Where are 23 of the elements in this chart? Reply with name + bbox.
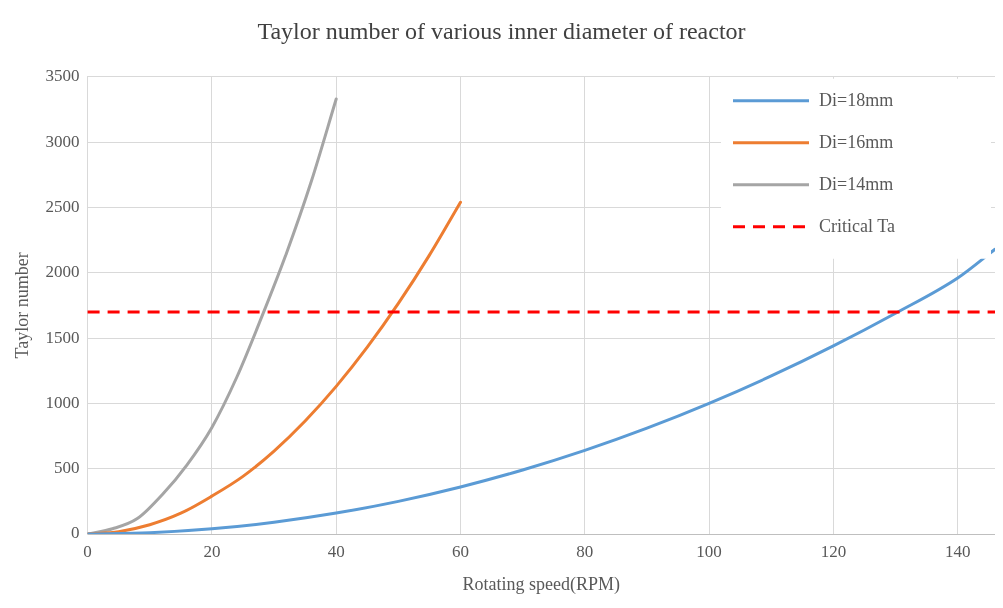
y-tick-label: 500 <box>54 458 80 478</box>
y-tick-label: 3500 <box>45 66 80 86</box>
x-tick-label: 40 <box>327 541 345 561</box>
y-tick-label: 0 <box>71 523 80 543</box>
x-tick-label: 100 <box>696 541 722 561</box>
legend-label: Di=18mm <box>819 89 894 110</box>
x-tick-label: 140 <box>944 541 971 561</box>
y-tick-label: 3000 <box>45 131 80 151</box>
line-series <box>87 247 995 534</box>
x-tick-label: 80 <box>576 541 594 561</box>
x-axis-title: Rotating speed(RPM) <box>462 573 621 595</box>
legend-label: Di=14mm <box>819 173 894 194</box>
y-axis-title: Taylor number <box>11 252 32 359</box>
y-tick-label: 1000 <box>45 392 80 412</box>
x-tick-label: 120 <box>820 541 847 561</box>
legend-label: Critical Ta <box>819 215 895 236</box>
chart-title: Taylor number of various inner diameter of reactor <box>257 17 746 44</box>
y-tick-label: 1500 <box>45 327 80 347</box>
x-tick-label: 20 <box>203 541 221 561</box>
legend-label: Di=16mm <box>819 131 894 152</box>
x-tick-label: 60 <box>452 541 469 561</box>
y-tick-label: 2500 <box>45 196 80 216</box>
y-tick-label: 2000 <box>45 262 80 282</box>
